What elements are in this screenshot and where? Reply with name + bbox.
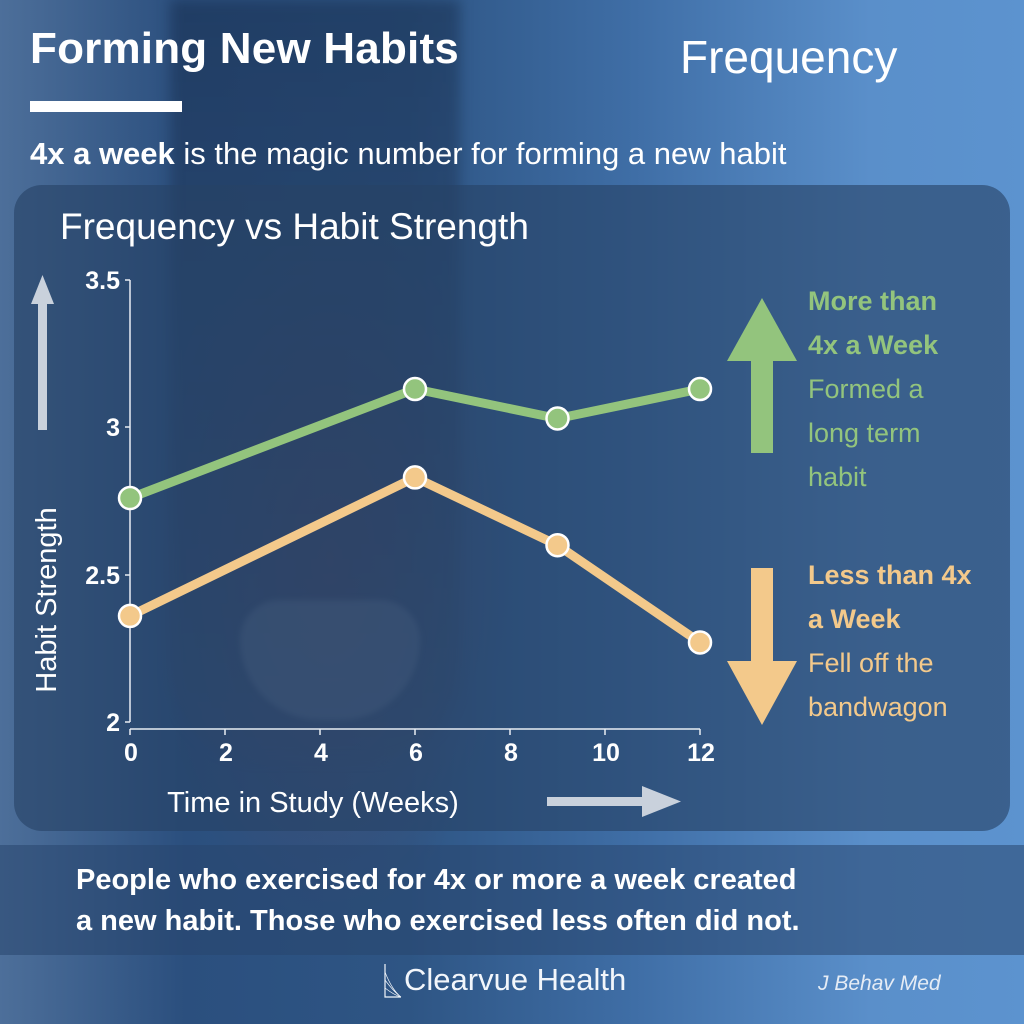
tagline-rest: is the magic number for forming a new ha…	[174, 136, 787, 171]
y-tick: 2	[106, 709, 120, 737]
x-tick-labels: 0 2 4 6 8 10 12	[124, 739, 715, 767]
x-axis-arrow-icon	[547, 786, 681, 817]
takeaway-banner	[0, 845, 1024, 955]
legend-more-desc-2: long term	[808, 418, 921, 448]
x-tick: 6	[409, 739, 423, 767]
tagline-bold: 4x a week	[30, 136, 175, 171]
tagline: 4x a week is the magic number for formin…	[30, 136, 786, 172]
y-axis-label: Habit Strength	[31, 507, 63, 692]
legend-more-desc-1: Formed a	[808, 374, 924, 404]
data-point	[117, 603, 143, 629]
x-tick: 10	[592, 739, 620, 767]
legend-less-title-1: Less than 4x	[808, 560, 972, 590]
title-underline	[30, 101, 182, 112]
data-point	[545, 406, 570, 431]
y-tick: 3.5	[85, 267, 120, 295]
chart-panel	[14, 185, 1010, 831]
legend-more-desc-3: habit	[808, 462, 867, 492]
series-line	[128, 384, 701, 503]
x-tick: 8	[504, 739, 518, 767]
legend-more-title-1: More than	[808, 286, 938, 316]
chart-title: Frequency vs Habit Strength	[60, 206, 529, 247]
legend-less-desc-1: Fell off the	[808, 648, 934, 678]
data-point	[545, 532, 570, 558]
down-arrow-orange-icon	[727, 568, 797, 725]
y-tick-labels: 3.5 3 2.5 2	[85, 267, 120, 737]
brand-name: Clearvue Health	[404, 962, 627, 997]
page-title: Forming New Habits	[30, 24, 459, 73]
legend-more: More than 4x a Week Formed a long term h…	[808, 279, 1018, 499]
data-point	[117, 485, 143, 511]
axes	[125, 279, 701, 735]
clearvue-logo-icon	[384, 964, 402, 998]
source-citation: J Behav Med	[818, 972, 941, 995]
y-axis-arrow-icon	[31, 275, 54, 430]
x-axis-label: Time in Study (Weeks)	[167, 787, 459, 819]
x-tick: 12	[687, 739, 715, 767]
y-tick: 3	[106, 414, 120, 442]
x-tick: 2	[219, 739, 233, 767]
legend-less-title-2: a Week	[808, 604, 901, 634]
x-tick: 0	[124, 739, 138, 767]
takeaway-line-2: a new habit. Those who exercised less of…	[76, 905, 800, 937]
topic-label: Frequency	[680, 31, 898, 83]
up-arrow-green-icon	[727, 298, 797, 453]
data-point	[687, 376, 713, 402]
legend-more-title-2: 4x a Week	[808, 330, 939, 360]
data-point	[402, 376, 428, 402]
brand: Clearvue Health	[384, 962, 626, 998]
takeaway-line-1: People who exercised for 4x or more a we…	[76, 864, 797, 896]
y-tick: 2.5	[85, 562, 120, 590]
data-point	[402, 465, 428, 490]
series-layer	[117, 376, 713, 655]
x-tick: 4	[314, 739, 328, 767]
series-line	[128, 472, 703, 647]
legend-less-desc-2: bandwagon	[808, 692, 948, 722]
takeaway-text: People who exercised for 4x or more a we…	[76, 860, 976, 942]
data-point	[687, 630, 713, 655]
legend-less: Less than 4x a Week Fell off the bandwag…	[808, 553, 1018, 729]
